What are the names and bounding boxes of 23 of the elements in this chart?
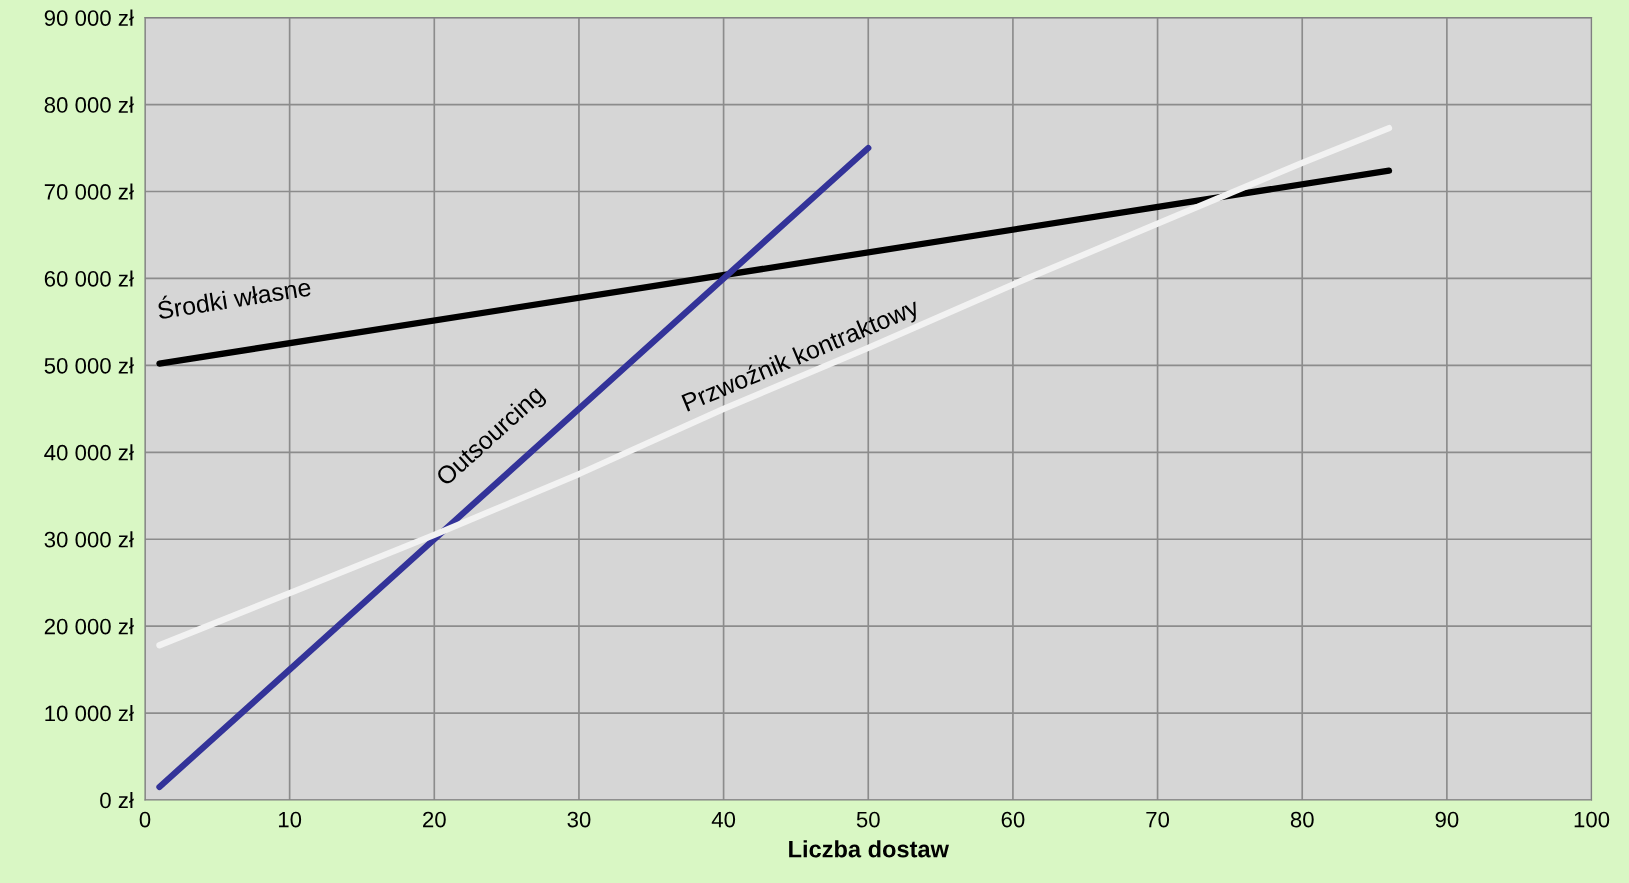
y-tick-label: 60 000 zł [44,270,134,287]
y-tick-label: 0 zł [100,791,134,809]
y-tick-label: 70 000 zł [44,183,134,200]
y-tick-label: 80 000 zł [44,96,134,113]
x-tick-label: 20 [423,811,446,828]
x-tick-label: 100 [1574,811,1610,828]
x-tick-label: 70 [1146,811,1170,828]
x-tick-label: 60 [1001,811,1025,828]
x-tick-label: 90 [1435,811,1459,828]
x-tick-label: 40 [711,811,736,828]
x-tick-label: 50 [856,811,880,828]
y-tick-label: 40 000 zł [44,444,134,461]
x-tick-label: 80 [1290,811,1314,828]
x-tick-label: 0 [139,811,151,828]
y-tick-label: 30 000 zł [44,531,134,548]
x-tick-label: 30 [567,811,591,828]
y-tick-label: 50 000 zł [44,357,134,374]
text: Środki własne [156,273,312,320]
x-axis-title: Liczba dostaw [789,840,949,858]
y-tick-label: 20 000 zł [44,618,134,635]
x-tick-label: 10 [278,811,302,828]
y-tick-label: 10 000 zł [45,705,134,722]
y-tick-label: 90 000 zł [44,9,134,26]
